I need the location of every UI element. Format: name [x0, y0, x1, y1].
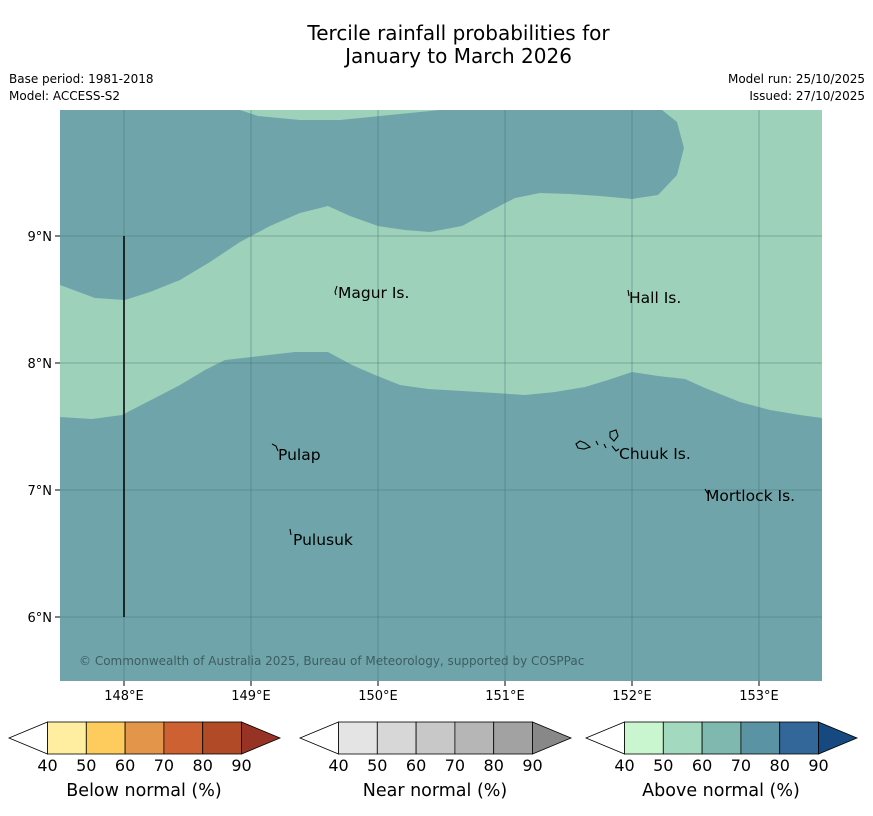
place-labels: Magur Is. Hall Is. Pulap Chuuk Is. Mortl… [278, 284, 795, 549]
legend-title-near: Near normal (%) [362, 781, 508, 801]
copyright-notice: © Commonwealth of Australia 2025, Bureau… [79, 654, 584, 668]
island-hall [627, 289, 630, 297]
colorbar-segment [202, 721, 242, 755]
colorbar-segment [493, 721, 533, 755]
colorbar-tick-label: 50 [76, 756, 96, 775]
colorbar-segment [376, 721, 417, 755]
title-line-1: Tercile rainfall probabilities for [307, 21, 610, 45]
lon-tick-label: 148°E [104, 689, 144, 704]
colorbar-segment [740, 721, 781, 755]
colorbar-segment [415, 721, 456, 755]
colorbar-tick-label: 60 [692, 756, 712, 775]
colorbar-tick-label: 80 [193, 756, 213, 775]
lat-tick-label: 6°N [28, 611, 53, 626]
colorbars: 40 50 60 70 80 90 40 50 60 70 80 90 40 50 60 70 80 90 [7, 721, 859, 775]
map-plot: Magur Is. Hall Is. Pulap Chuuk Is. Mortl… [60, 110, 822, 681]
place-label: Chuuk Is. [619, 445, 691, 463]
colorbar-below: 40 50 60 70 80 90 [7, 721, 282, 775]
colorbar-tick-label: 50 [653, 756, 673, 775]
colorbar-segment [662, 721, 703, 755]
island-pulap [271, 443, 279, 452]
legend-title-above: Above normal (%) [642, 781, 800, 801]
colorbar-extend-left [7, 721, 48, 755]
lat-tick-label: 8°N [28, 357, 53, 372]
colorbar-tick-label: 70 [731, 756, 751, 775]
colorbar-tick-label: 80 [484, 756, 504, 775]
island-pulusuk [289, 528, 292, 536]
map-title: Tercile rainfall probabilities for Janua… [0, 22, 873, 68]
island-magur [334, 285, 338, 296]
colorbar-tick-label: 40 [37, 756, 57, 775]
lon-tick-label: 152°E [612, 689, 652, 704]
island-chuuk [575, 429, 620, 452]
place-label: Pulap [278, 446, 321, 464]
lat-tick-label: 7°N [28, 484, 53, 499]
colorbar-extend-right [241, 721, 282, 755]
colorbar-segment [454, 721, 495, 755]
colorbar-above: 40 50 60 70 80 90 [584, 721, 859, 775]
base-period: Base period: 1981-2018 [9, 72, 154, 86]
colorbar-tick-label: 70 [445, 756, 465, 775]
lat-tick-label: 9°N [28, 230, 53, 245]
colorbar-tick-label: 60 [406, 756, 426, 775]
colorbar-tick-label: 90 [231, 756, 251, 775]
lon-tick-label: 151°E [485, 689, 525, 704]
legend-title-below: Below normal (%) [66, 781, 222, 801]
lon-tick-label: 149°E [231, 689, 271, 704]
meta-right: Model run: 25/10/2025 Issued: 27/10/2025 [728, 71, 865, 105]
colorbar-tick-label: 80 [770, 756, 790, 775]
colorbar-extend-left [298, 721, 339, 755]
model-name: Model: ACCESS-S2 [9, 89, 121, 103]
colorbar-segment [779, 721, 819, 755]
lon-tick-label: 150°E [358, 689, 398, 704]
meta-left: Base period: 1981-2018 Model: ACCESS-S2 [9, 71, 154, 105]
lon-tick-label: 153°E [739, 689, 779, 704]
region-above-50-60-top [240, 110, 440, 120]
colorbar-segment [47, 721, 87, 755]
colorbar-tick-label: 40 [614, 756, 634, 775]
colorbar-tick-label: 60 [115, 756, 135, 775]
colorbar-segment [701, 721, 742, 755]
colorbar-tick-label: 50 [367, 756, 387, 775]
issued-date: Issued: 27/10/2025 [749, 89, 865, 103]
island-outlines [271, 285, 709, 536]
colorbar-segment [624, 721, 664, 755]
colorbar-segment [124, 721, 165, 755]
place-label: Hall Is. [629, 289, 681, 307]
colorbar-extend-right [818, 721, 859, 755]
colorbar-tick-label: 90 [522, 756, 542, 775]
colorbar-tick-label: 70 [154, 756, 174, 775]
title-line-2: January to March 2026 [345, 44, 572, 68]
place-label: Magur Is. [338, 284, 409, 302]
colorbar-extend-left [584, 721, 625, 755]
colorbar-tick-label: 40 [328, 756, 348, 775]
colorbar-extend-right [532, 721, 573, 755]
island-mortlock [704, 488, 709, 495]
colorbar-segment [338, 721, 378, 755]
colorbar-segment [85, 721, 126, 755]
model-run: Model run: 25/10/2025 [727, 72, 865, 86]
place-label: Mortlock Is. [706, 487, 795, 505]
place-label: Pulusuk [293, 531, 353, 549]
region-above-50-60-band [60, 110, 822, 419]
colorbar-segment [163, 721, 204, 755]
colorbar-tick-label: 90 [808, 756, 828, 775]
colorbar-near: 40 50 60 70 80 90 [298, 721, 573, 775]
map-axes: 9°N 8°N 7°N 6°N 148°E 149°E 150°E 151°E 152°E 153… [28, 230, 779, 704]
